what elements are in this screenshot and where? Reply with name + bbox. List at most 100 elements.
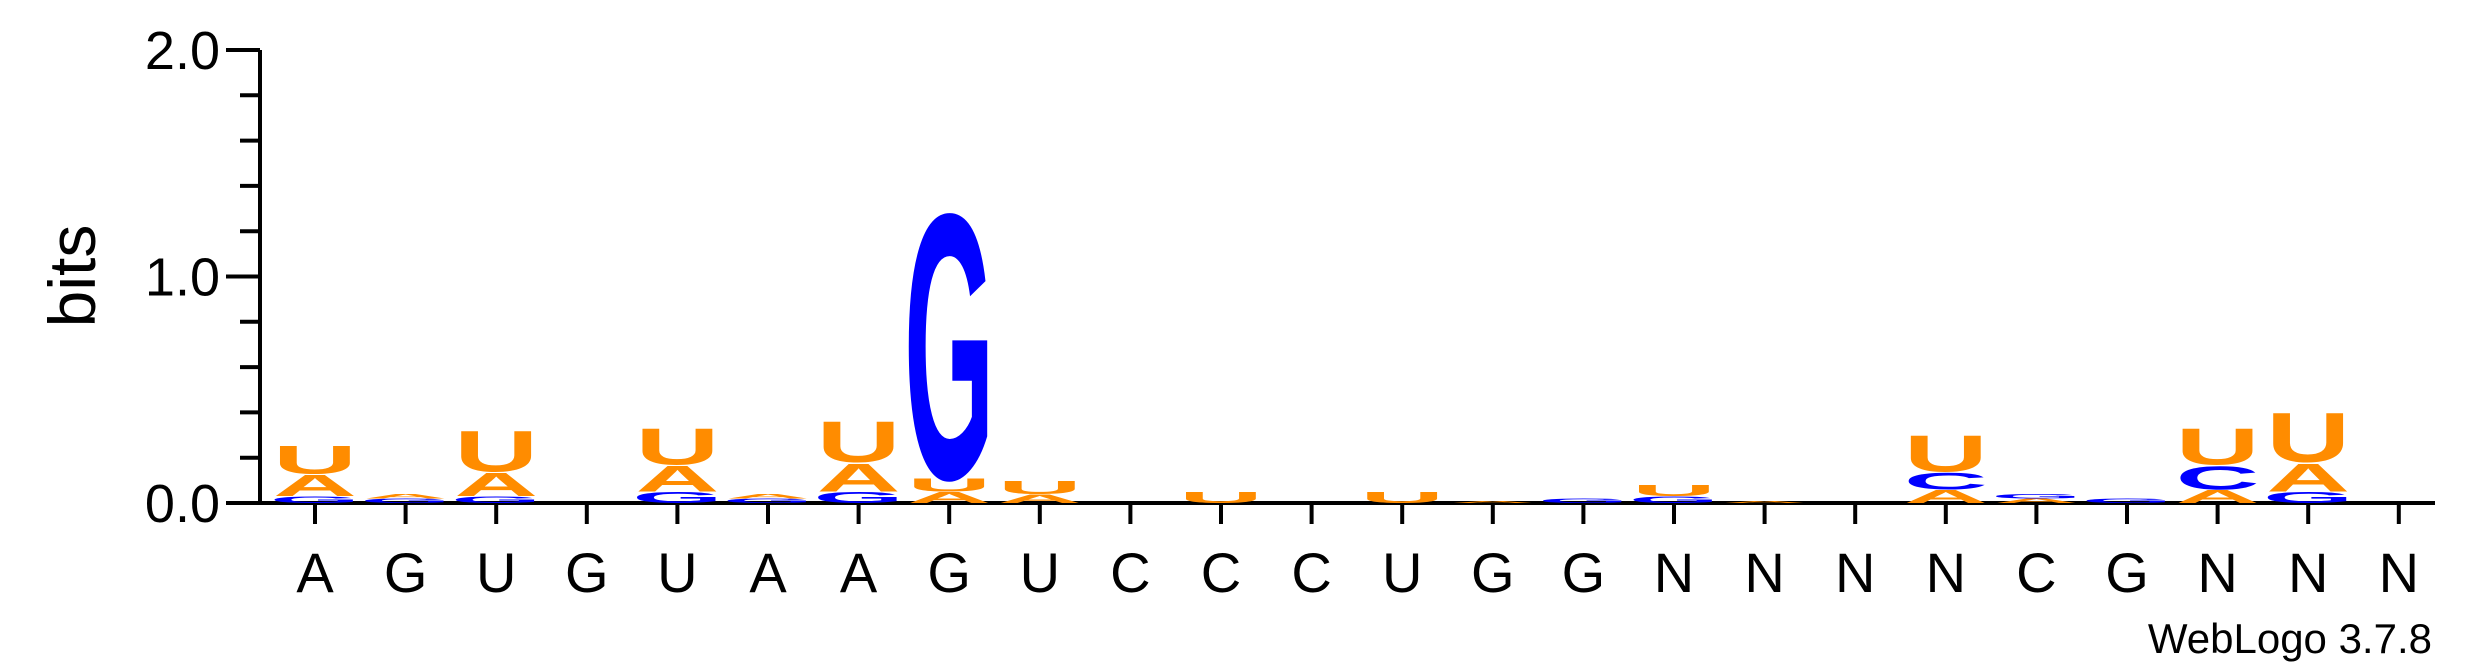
logo-letter: A [907,489,991,506]
logo-letter: U [1360,489,1444,506]
logo-letter-glyph: U [273,438,357,482]
y-tick-label: 1.0 [145,248,220,308]
position-label: N [1654,541,1694,604]
logo-letter: U [2176,418,2260,476]
logo-letter-glyph: C [2176,460,2260,497]
position-label: N [1835,541,1875,604]
logo-letter: A [1723,500,1807,503]
logo-letter-glyph: C [1904,467,1988,494]
position-label: G [1471,541,1515,604]
position-label: G [927,541,971,604]
logo-letter-glyph: A [907,489,991,506]
logo-letter-glyph: G [360,498,450,505]
logo-letter: U [1904,424,1988,482]
position-label: N [1926,541,1966,604]
logo-letter-glyph: A [1994,498,2078,505]
position-label: C [1110,541,1150,604]
position-label: U [476,541,516,604]
position-label: A [296,541,334,604]
position-label: N [2197,541,2237,604]
logo-letter: G [723,498,813,505]
logo-letter-glyph: U [635,418,719,476]
logo-letter: U [2266,399,2350,477]
logo-letter: G [1629,495,1719,505]
logo-letter-glyph: A [2176,486,2260,507]
logo-letter: G [904,136,994,559]
logo-letter: G [632,489,722,506]
logo-letter-glyph: G [904,136,994,559]
position-label: C [1201,541,1241,604]
logo-letter-glyph: U [2266,399,2350,477]
logo-letter-glyph: U [454,419,538,484]
position-label: A [749,541,787,604]
logo-letter: U [635,418,719,476]
logo-letter: U [273,438,357,482]
logo-letter-glyph: G [632,489,722,506]
position-label: G [1562,541,1606,604]
position-label: G [2105,541,2149,604]
position-label: G [384,541,428,604]
logo-letter: U [907,475,991,496]
logo-letter-glyph: A [998,492,1082,506]
logo-letter: A [1904,486,1988,507]
position-label: A [840,541,878,604]
logo-letter-glyph: G [723,498,813,505]
logo-letter-glyph: A [454,466,538,503]
logo-letter: U [1632,482,1716,499]
logo-letter-glyph: U [2176,418,2260,476]
logo-letter-glyph: A [726,493,810,500]
logo-letter: A [273,469,357,503]
logo-letter: A [817,456,901,500]
logo-letter: U [817,410,901,475]
logo-letter-glyph: U [817,410,901,475]
logo-letter-glyph: G [2263,489,2353,506]
logo-letter-glyph: U [1179,489,1263,506]
logo-letter-glyph: A [817,456,901,500]
logo-letter: G [1538,498,1628,505]
logo-letter: G [360,498,450,505]
logo-letter-glyph: U [1904,424,1988,482]
logo-letter: A [2176,486,2260,507]
logo-letter: A [1994,498,2078,505]
logo-letter-glyph: U [1632,482,1716,499]
logo-letter: G [813,489,903,506]
logo-letter: U [454,419,538,484]
logo-letter: G [2263,489,2353,506]
position-label: C [2016,541,2056,604]
logo-letter: U [998,477,1082,498]
logo-letter: U [1179,489,1263,506]
logo-letter-glyph: U [907,475,991,496]
logo-letter: A [998,492,1082,506]
position-label: N [2379,541,2419,604]
position-label: U [1382,541,1422,604]
logo-letter-glyph: A [364,493,448,500]
logo-letter: A [726,493,810,500]
logo-letter: A [364,493,448,500]
y-axis-ticks: 0.0 1.0 2.0 [145,21,260,534]
logo-letter: C [2176,460,2260,497]
logo-letter-glyph: G [813,489,903,506]
logo-letter: A [1451,500,1535,503]
logo-letter: A [454,466,538,503]
weblogo-credit: WebLogo 3.7.8 [2148,615,2432,662]
logo-letter-glyph: G [270,495,360,505]
logo-letter-glyph: G [2082,498,2172,505]
position-label: N [1744,541,1784,604]
logo-letter-glyph: A [1723,500,1807,503]
logo-letter-glyph: A [1451,500,1535,503]
logo-letter-glyph: A [635,459,719,500]
logo-letter-glyph: A [1904,486,1988,507]
position-label: C [1291,541,1331,604]
logo-letter-glyph: G [1991,493,2081,500]
y-axis-label: bits [35,225,109,328]
y-tick-label: 0.0 [145,474,220,534]
logo-letter: G [270,495,360,505]
logo-letter-glyph: G [451,495,541,505]
logo-letter-glyph: G [1629,495,1719,505]
position-label: G [565,541,609,604]
position-label: U [1020,541,1060,604]
logo-letter-glyph: A [2266,456,2350,500]
